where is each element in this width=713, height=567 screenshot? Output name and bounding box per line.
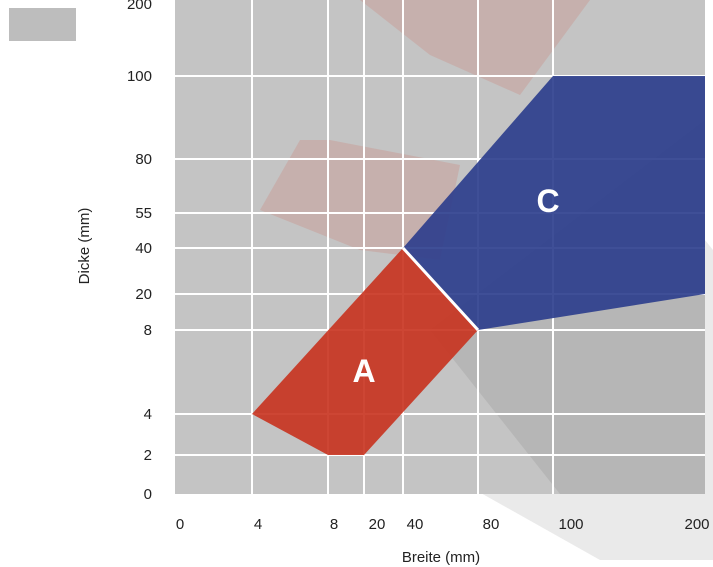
y-tick-label: 2 (144, 447, 152, 464)
y-tick-label: 200 (127, 0, 152, 13)
x-axis-title: Breite (mm) (402, 549, 480, 566)
x-tick-label: 4 (254, 516, 262, 533)
y-tick-label: 8 (144, 322, 152, 339)
region-separator (401, 246, 480, 332)
x-tick-label: 8 (330, 516, 338, 533)
region-a (252, 248, 478, 455)
y-tick-label: 40 (135, 240, 152, 257)
y-tick-label: 4 (144, 406, 152, 423)
region-label-a: A (352, 353, 375, 389)
y-tick-label: 100 (127, 68, 152, 85)
y-tick-label: 80 (135, 151, 152, 168)
y-tick-label: 0 (144, 486, 152, 503)
x-tick-label: 20 (369, 516, 386, 533)
y-tick-label: 55 (135, 205, 152, 222)
region-label-c: C (536, 183, 559, 219)
y-tick-label: 20 (135, 286, 152, 303)
legend-swatch (9, 8, 76, 41)
x-tick-label: 200 (684, 516, 709, 533)
x-tick-label: 80 (483, 516, 500, 533)
x-tick-label: 40 (407, 516, 424, 533)
y-axis-title: Dicke (mm) (76, 208, 93, 285)
x-tick-label: 0 (176, 516, 184, 533)
x-tick-label: 100 (558, 516, 583, 533)
region-c (403, 76, 705, 330)
